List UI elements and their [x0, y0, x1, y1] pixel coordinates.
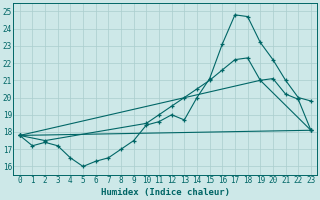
X-axis label: Humidex (Indice chaleur): Humidex (Indice chaleur) — [101, 188, 230, 197]
